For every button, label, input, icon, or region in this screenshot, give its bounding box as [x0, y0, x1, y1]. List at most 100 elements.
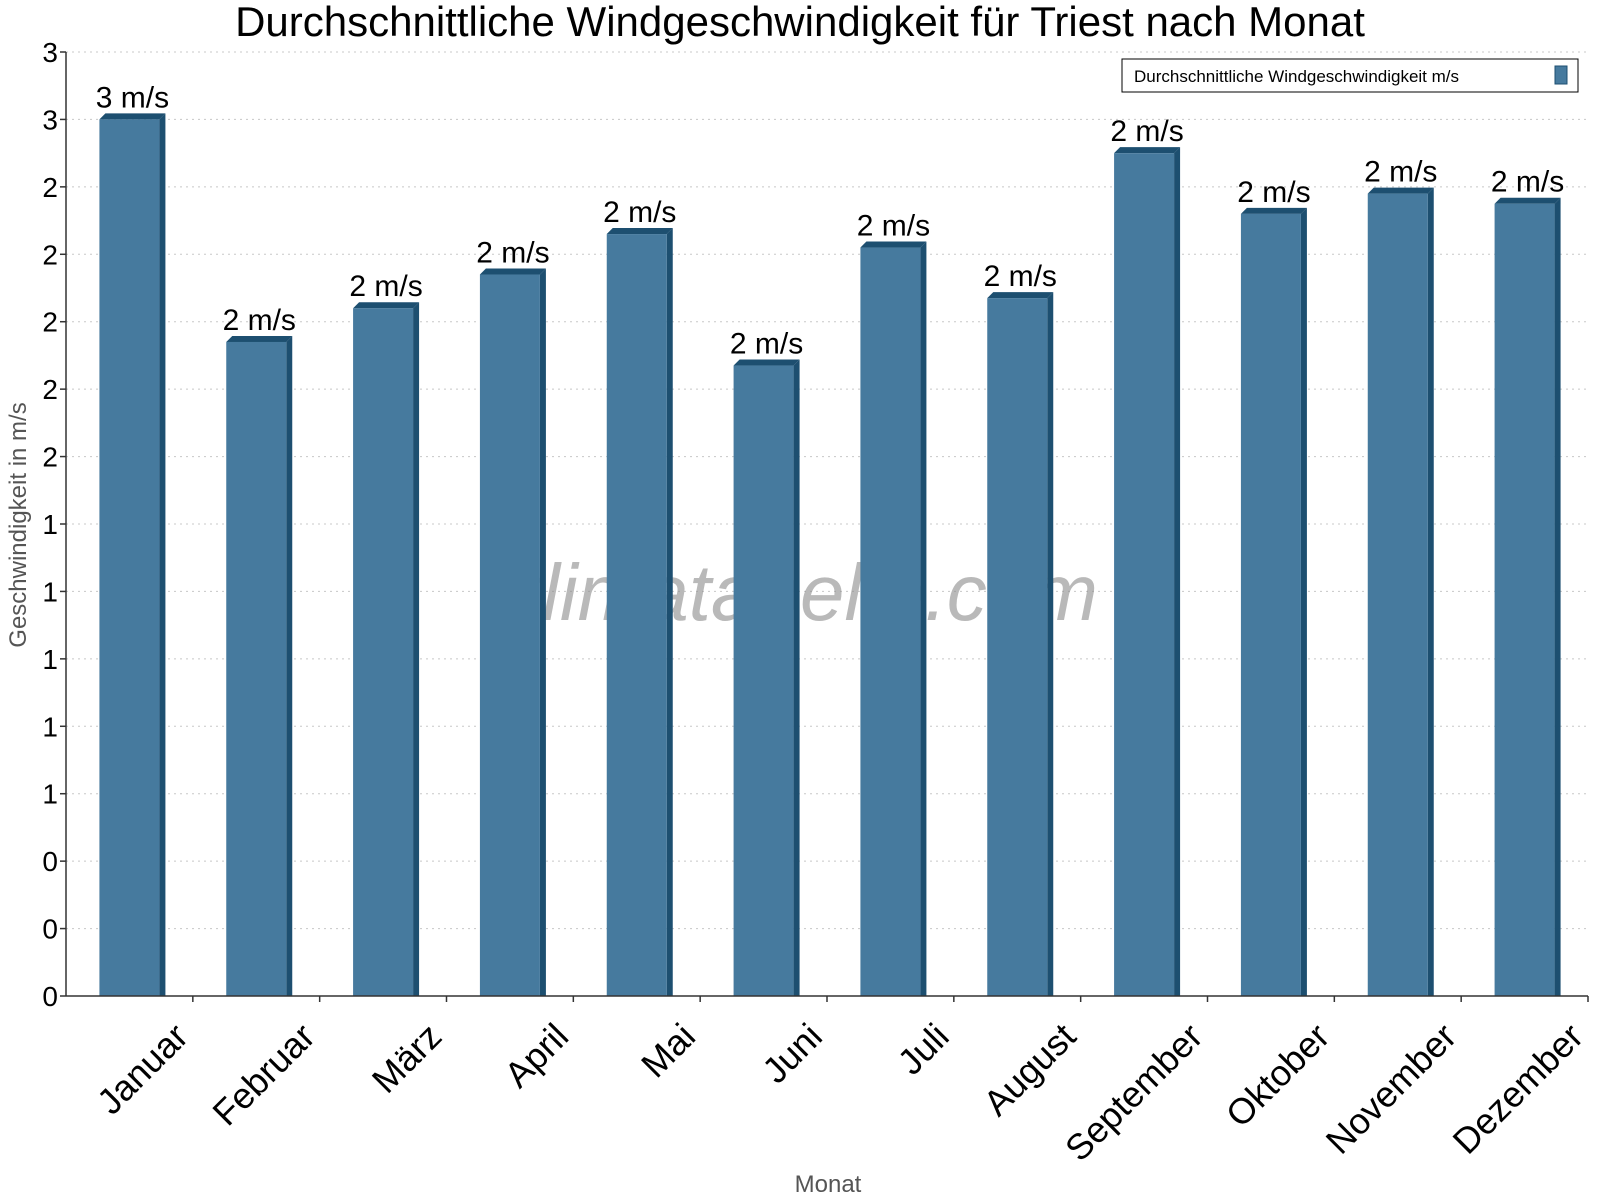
y-tick-label: 1	[42, 779, 58, 810]
x-tick-label: November	[1318, 1015, 1464, 1161]
value-label: 2 m/s	[984, 260, 1057, 293]
bar-face	[1367, 193, 1428, 997]
y-tick-label: 2	[42, 239, 58, 270]
x-tick-label: Dezember	[1444, 1015, 1590, 1161]
bar-top	[860, 241, 927, 248]
bar-face	[860, 247, 921, 997]
y-tick-label: 2	[42, 307, 58, 338]
value-labels: 3 m/s 2 m/s 2 m/s 2 m/s 2 m/s 2 m/s 2 m/s 2 m/s…	[96, 81, 1565, 360]
bar-top	[353, 302, 420, 309]
bar-side	[920, 241, 927, 997]
bar-face	[1494, 203, 1555, 996]
value-label: 2 m/s	[476, 237, 549, 270]
y-tick-label: 2	[42, 172, 58, 203]
y-tick-label: 2	[42, 374, 58, 405]
bar	[1240, 207, 1307, 997]
bar-top	[1494, 197, 1561, 204]
bar-side	[793, 359, 800, 996]
y-tick-label: 0	[42, 846, 58, 877]
bar-face	[606, 234, 667, 997]
bar	[353, 302, 420, 996]
y-tick-label: 1	[42, 576, 58, 607]
value-label: 2 m/s	[1110, 115, 1183, 148]
value-label: 2 m/s	[1364, 156, 1437, 189]
bar-side	[1174, 147, 1181, 997]
y-axis-ticks: 0 0 0 1 1 1 1 1 2 2 2 2 2 3 3	[42, 37, 66, 1012]
legend: Durchschnittliche Windgeschwindigkeit m/…	[1121, 58, 1579, 93]
y-tick-label: 1	[42, 509, 58, 540]
x-tick-label: September	[1057, 1015, 1211, 1169]
x-tick-label: Januar	[89, 1015, 196, 1122]
y-tick-label: 1	[42, 644, 58, 675]
x-axis-title: Monat	[795, 1171, 862, 1198]
x-axis-ticks: Januar Februar März April Mai Juni Juli AugustS…	[89, 996, 1591, 1169]
bar	[860, 241, 927, 997]
value-label: 2 m/s	[1237, 176, 1310, 209]
bar-face	[733, 365, 794, 996]
bar-top	[1240, 207, 1307, 214]
bar-top	[1367, 187, 1434, 194]
bar	[733, 359, 800, 996]
bar-face	[1240, 213, 1301, 997]
x-tick-label: März	[364, 1015, 450, 1101]
bar	[99, 113, 166, 996]
bar-top	[606, 228, 673, 235]
bar-face	[99, 119, 160, 996]
chart-title: Durchschnittliche Windgeschwindigkeit fü…	[235, 0, 1365, 45]
grid-lines	[66, 51, 1588, 930]
bar-face	[226, 341, 287, 996]
bar-face	[479, 274, 540, 996]
bar	[1494, 197, 1561, 996]
legend-box	[1121, 58, 1579, 93]
bar-face	[987, 298, 1048, 997]
value-label: 2 m/s	[1491, 166, 1564, 199]
y-tick-label: 3	[42, 37, 58, 68]
bar	[606, 228, 673, 997]
y-tick-label: 0	[42, 914, 58, 945]
bar-side	[286, 335, 293, 996]
bar	[226, 335, 293, 996]
bar-side	[1047, 292, 1054, 997]
value-label: 2 m/s	[223, 304, 296, 337]
bar-side	[539, 268, 546, 996]
bar	[479, 268, 546, 996]
y-tick-label: 1	[42, 711, 58, 742]
bar-face	[1114, 153, 1175, 997]
value-label: 2 m/s	[349, 270, 422, 303]
bar-side	[1427, 187, 1434, 997]
y-tick-label: 3	[42, 104, 58, 135]
bars	[99, 113, 1561, 997]
x-tick-label: Juli	[890, 1015, 957, 1082]
value-label: 2 m/s	[730, 328, 803, 361]
bar-top	[99, 113, 166, 120]
bar	[1367, 187, 1434, 997]
legend-label: Durchschnittliche Windgeschwindigkeit m/…	[1134, 67, 1459, 86]
x-tick-label: Oktober	[1218, 1015, 1338, 1135]
x-tick-label: Mai	[633, 1015, 703, 1085]
x-tick-label: April	[496, 1015, 576, 1095]
y-axis-title: Geschwindigkeit in m/s	[5, 402, 32, 647]
bar	[1114, 147, 1181, 997]
value-label: 2 m/s	[603, 196, 676, 229]
x-tick-label: August	[975, 1015, 1083, 1123]
bar-top	[987, 292, 1054, 299]
x-tick-label: Juni	[754, 1015, 830, 1091]
bar-top	[1114, 147, 1181, 154]
x-tick-label: Februar	[204, 1015, 322, 1133]
bar-face	[353, 308, 414, 996]
y-tick-label: 0	[42, 981, 58, 1012]
bar-side	[666, 228, 673, 997]
bar	[987, 292, 1054, 997]
bar-top	[226, 335, 293, 342]
bar-side	[1554, 197, 1561, 996]
bar-top	[479, 268, 546, 275]
value-label: 2 m/s	[857, 210, 930, 243]
legend-swatch	[1554, 65, 1568, 85]
value-label: 3 m/s	[96, 81, 169, 114]
bar-side	[159, 113, 166, 996]
bar-top	[733, 359, 800, 366]
y-tick-label: 2	[42, 442, 58, 473]
bar-side	[413, 302, 420, 996]
bar-side	[1300, 207, 1307, 997]
